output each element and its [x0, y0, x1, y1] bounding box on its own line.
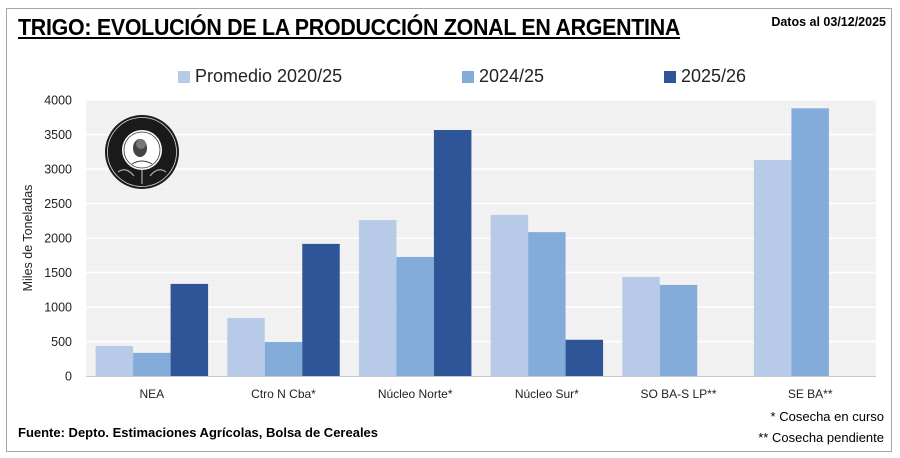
bar-2024-25-5 [791, 108, 829, 376]
legend-swatch-2025-26 [664, 70, 676, 83]
y-axis-label: Miles de Toneladas [21, 185, 35, 292]
bar-promedio-2020-25-3 [490, 214, 529, 376]
bar-promedio-2020-25-5 [753, 160, 792, 376]
legend: Promedio 2020/25 2024/25 2025/26 [0, 66, 900, 90]
x-category-label: SO BA-S LP** [640, 387, 716, 401]
bar-promedio-2020-25-4 [622, 276, 660, 376]
data-date: Datos al 03/12/2025 [771, 15, 886, 29]
legend-item-2025-26: 2025/26 [664, 66, 746, 87]
x-category-label: NEA [139, 387, 164, 401]
bars [95, 108, 829, 376]
bar-promedio-2020-25-2 [358, 220, 397, 376]
legend-item-promedio: Promedio 2020/25 [178, 66, 342, 87]
y-tick-label: 4000 [44, 94, 72, 108]
footnote-cosecha-en-curso: * Cosecha en curso [770, 409, 884, 424]
x-axis-labels: NEA Ctro N Cba* Núcleo Norte* Núcleo Sur* SO… [139, 387, 832, 401]
legend-label: 2024/25 [479, 66, 545, 86]
y-tick-label: 3000 [44, 163, 72, 177]
x-category-label: Núcleo Norte* [378, 387, 453, 401]
bar-2025-26-3 [565, 339, 604, 376]
y-tick-label: 1000 [44, 301, 72, 315]
x-category-label: SE BA** [788, 387, 833, 401]
y-axis-ticks: 0 500 1000 1500 2000 2500 3000 3500 4000 [44, 94, 72, 384]
bar-2024-25-2 [396, 256, 434, 376]
bar-promedio-2020-25-0 [95, 345, 134, 376]
x-category-label: Ctro N Cba* [251, 387, 316, 401]
x-category-label: Núcleo Sur* [515, 387, 579, 401]
y-tick-label: 3500 [44, 128, 72, 142]
chart-title: TRIGO: EVOLUCIÓN DE LA PRODUCCIÓN ZONAL … [18, 14, 681, 40]
bar-2024-25-1 [264, 341, 303, 376]
y-tick-label: 0 [65, 370, 72, 384]
y-tick-label: 2000 [44, 232, 72, 246]
legend-swatch-2024-25 [462, 70, 474, 83]
gridlines [86, 99, 876, 343]
y-tick-label: 2500 [44, 197, 72, 211]
y-tick-label: 1500 [44, 266, 72, 280]
legend-item-2024-25: 2024/25 [462, 66, 544, 87]
bar-promedio-2020-25-1 [227, 318, 265, 376]
legend-label: 2025/26 [681, 66, 747, 86]
bolsa-de-cereales-seal-icon [105, 115, 179, 189]
bar-2025-26-0 [170, 283, 209, 376]
source-note: Fuente: Depto. Estimaciones Agrícolas, B… [18, 425, 379, 440]
bar-2025-26-1 [302, 243, 340, 376]
y-tick-label: 500 [51, 335, 72, 349]
bar-2024-25-4 [659, 284, 698, 376]
bar-2024-25-3 [528, 232, 566, 376]
legend-swatch-promedio [178, 70, 190, 83]
bar-2024-25-0 [133, 352, 171, 376]
bar-2025-26-2 [433, 130, 472, 376]
footnote-cosecha-pendiente: ** Cosecha pendiente [758, 430, 884, 445]
legend-label: Promedio 2020/25 [195, 66, 343, 86]
